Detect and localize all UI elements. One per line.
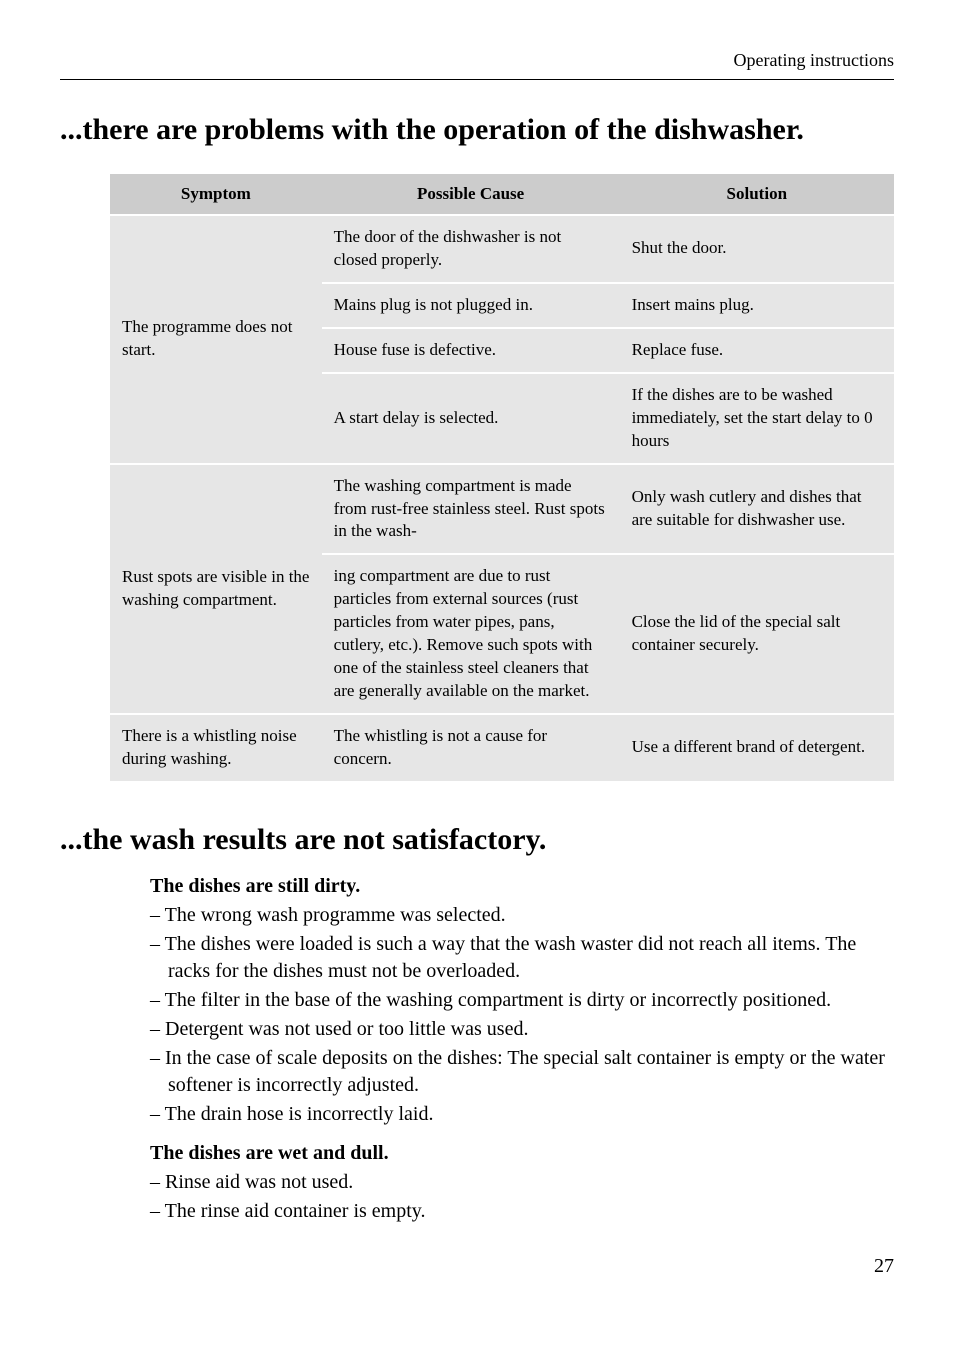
- th-solution: Solution: [620, 174, 894, 215]
- list-item: The rinse aid container is empty.: [150, 1198, 894, 1225]
- cell-solution: Shut the door.: [620, 215, 894, 283]
- cell-cause: A start delay is selected.: [322, 373, 620, 464]
- cell-symptom: There is a whistling noise during washin…: [110, 714, 322, 782]
- list-item: The wrong wash programme was selected.: [150, 902, 894, 929]
- cell-solution: If the dishes are to be washed immediate…: [620, 373, 894, 464]
- list-item: The filter in the base of the washing co…: [150, 987, 894, 1014]
- cell-solution: Use a different brand of detergent.: [620, 714, 894, 782]
- block2-list: Rinse aid was not used. The rinse aid co…: [150, 1169, 894, 1225]
- page-number: 27: [60, 1255, 894, 1278]
- cell-symptom: The programme does not start.: [110, 215, 322, 464]
- cell-solution: Replace fuse.: [620, 328, 894, 373]
- cell-solution: Only wash cutlery and dishes that are su…: [620, 464, 894, 555]
- cell-cause: House fuse is defective.: [322, 328, 620, 373]
- section2-title: ...the wash results are not satisfactory…: [60, 823, 894, 857]
- block2-heading: The dishes are wet and dull.: [150, 1142, 894, 1165]
- cell-symptom: Rust spots are visible in the washing co…: [110, 464, 322, 714]
- th-symptom: Symptom: [110, 174, 322, 215]
- table-row: There is a whistling noise during washin…: [110, 714, 894, 782]
- cell-solution: Close the lid of the special salt contai…: [620, 554, 894, 714]
- cell-solution: Insert mains plug.: [620, 283, 894, 328]
- block1-heading: The dishes are still dirty.: [150, 875, 894, 898]
- list-item: The dishes were loaded is such a way tha…: [150, 931, 894, 985]
- table-row: The programme does not start. The door o…: [110, 215, 894, 283]
- cell-cause: Mains plug is not plugged in.: [322, 283, 620, 328]
- list-item: The drain hose is incorrectly laid.: [150, 1101, 894, 1128]
- th-cause: Possible Cause: [322, 174, 620, 215]
- section1-title: ...there are problems with the operation…: [60, 110, 894, 149]
- cell-cause: The washing compartment is made from rus…: [322, 464, 620, 555]
- cell-cause: The whistling is not a cause for concern…: [322, 714, 620, 782]
- table-row: Rust spots are visible in the washing co…: [110, 464, 894, 555]
- header-section: Operating instructions: [60, 50, 894, 80]
- cell-cause: The door of the dishwasher is not closed…: [322, 215, 620, 283]
- troubleshoot-table: Symptom Possible Cause Solution The prog…: [110, 174, 894, 783]
- block1-list: The wrong wash programme was selected. T…: [150, 902, 894, 1128]
- list-item: Detergent was not used or too little was…: [150, 1016, 894, 1043]
- list-item: Rinse aid was not used.: [150, 1169, 894, 1196]
- cell-cause: ing compartment are due to rust particle…: [322, 554, 620, 714]
- list-item: In the case of scale deposits on the dis…: [150, 1045, 894, 1099]
- header-label: Operating instructions: [734, 50, 894, 70]
- content-block-1: The dishes are still dirty. The wrong wa…: [150, 875, 894, 1225]
